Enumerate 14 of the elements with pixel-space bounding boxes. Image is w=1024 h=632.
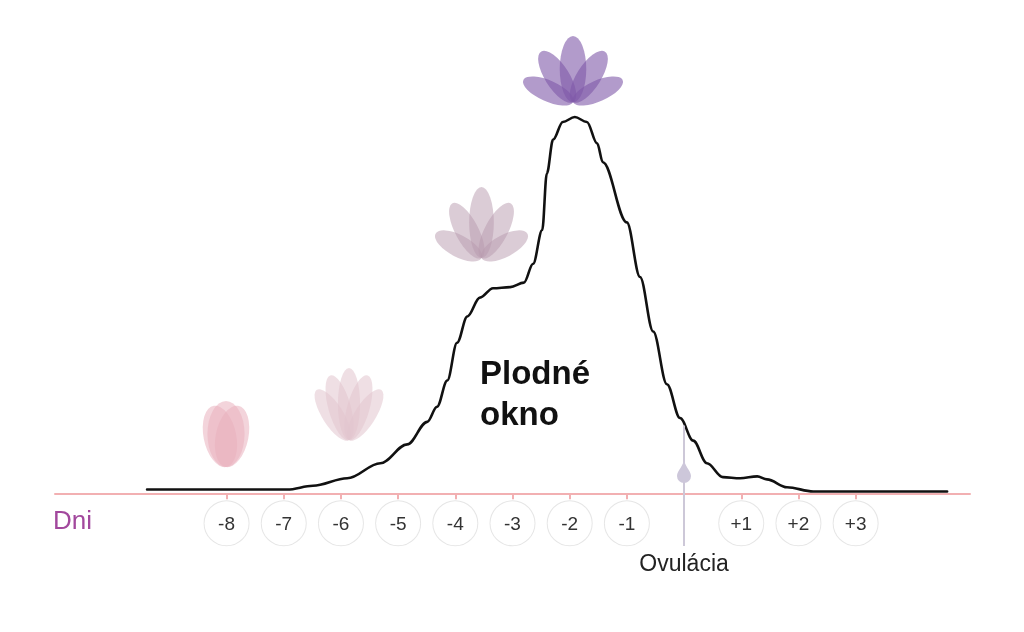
x-tick-label: -1: [618, 512, 636, 534]
ref-line-label: Ovulácia: [639, 550, 730, 577]
x-tick-label: +1: [730, 512, 753, 534]
x-tick-label: -3: [504, 512, 521, 534]
x-axis-title: Dni: [53, 505, 93, 536]
x-tick-label: +3: [844, 512, 867, 534]
x-tick-label: -7: [275, 512, 293, 534]
x-tick-label: +2: [787, 512, 810, 534]
x-tick-label: -5: [389, 512, 407, 534]
annotation: Plodné okno: [480, 354, 600, 432]
x-tick-label: -8: [218, 512, 236, 534]
x-tick-label: -2: [561, 512, 579, 534]
x-tick-label: -6: [332, 512, 350, 534]
x-tick-label: -4: [446, 512, 465, 534]
